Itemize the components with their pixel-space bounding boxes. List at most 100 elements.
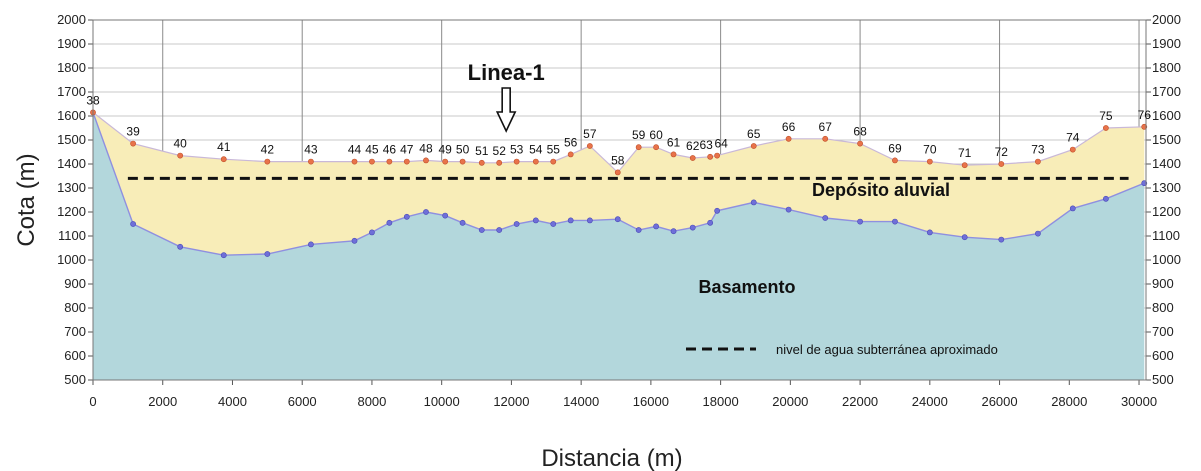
basement-point xyxy=(1069,205,1076,212)
basement-point xyxy=(785,206,792,213)
x-tick-label: 4000 xyxy=(218,394,247,409)
basement-point xyxy=(567,217,574,224)
station-label: 41 xyxy=(217,140,231,154)
surface-point xyxy=(1103,125,1109,131)
surface-point xyxy=(532,158,539,165)
x-tick-label: 18000 xyxy=(703,394,739,409)
basement-point xyxy=(351,237,358,244)
surface-point xyxy=(1069,146,1076,153)
surface-point xyxy=(670,151,677,158)
y-tick-label-left: 1000 xyxy=(57,252,86,267)
x-tick-label: 28000 xyxy=(1051,394,1087,409)
x-tick-label: 0 xyxy=(89,394,96,409)
basement-point xyxy=(1103,195,1109,202)
station-label: 73 xyxy=(1031,143,1045,157)
surface-point xyxy=(926,158,933,165)
station-label: 66 xyxy=(782,120,796,134)
basamento-label: Basamento xyxy=(698,277,795,297)
basement-point xyxy=(130,221,136,227)
x-tick-label: 6000 xyxy=(288,394,317,409)
y-tick-label-left: 1800 xyxy=(57,60,86,75)
y-tick-label-left: 1200 xyxy=(57,204,86,219)
station-label: 71 xyxy=(958,146,972,160)
station-label: 70 xyxy=(923,143,937,157)
x-tick-label: 8000 xyxy=(357,394,386,409)
station-label: 45 xyxy=(365,143,379,157)
plot-border xyxy=(92,19,1147,381)
surface-point xyxy=(351,158,358,165)
surface-point xyxy=(550,158,557,165)
basement-point xyxy=(714,207,721,214)
surface-point xyxy=(750,143,757,149)
y-tick-label-right: 900 xyxy=(1152,276,1174,291)
station-label: 57 xyxy=(583,127,597,141)
y-tick-label-right: 1100 xyxy=(1152,228,1180,243)
basement-point xyxy=(513,221,520,227)
surface-point xyxy=(496,159,503,166)
y-tick-label-right: 800 xyxy=(1152,300,1174,315)
basement-point xyxy=(653,223,660,230)
basement-point xyxy=(1035,230,1041,237)
basement-point xyxy=(707,219,714,226)
basement-point xyxy=(750,199,757,206)
y-tick-label-left: 1300 xyxy=(57,180,86,195)
surface-point xyxy=(689,155,696,161)
station-label: 43 xyxy=(304,143,318,157)
station-label: 56 xyxy=(564,135,578,149)
area-layer xyxy=(93,112,1145,381)
station-label: 60 xyxy=(649,128,663,142)
basement-point xyxy=(614,216,621,223)
surface-point xyxy=(586,143,593,149)
x-tick-label: 16000 xyxy=(633,394,669,409)
basement-point xyxy=(386,219,393,226)
station-label: 63 xyxy=(699,138,713,152)
station-label: 49 xyxy=(438,143,452,157)
basement-point xyxy=(478,227,485,233)
basement-point xyxy=(459,219,466,226)
surface-point xyxy=(635,144,642,151)
station-label: 68 xyxy=(853,125,867,139)
surface-point xyxy=(220,156,227,163)
x-tick-label: 24000 xyxy=(912,394,948,409)
station-label: 54 xyxy=(529,143,543,157)
y-tick-label-left: 1600 xyxy=(57,108,86,123)
basement-point xyxy=(496,227,503,233)
station-label: 39 xyxy=(126,125,140,139)
x-tick-label: 20000 xyxy=(772,394,808,409)
y-tick-label-right: 1800 xyxy=(1152,60,1181,75)
station-label: 52 xyxy=(493,144,507,158)
basement-point xyxy=(442,212,449,219)
y-tick-label-left: 900 xyxy=(64,276,86,291)
station-label: 61 xyxy=(667,135,681,149)
line-1-label: Linea-1 xyxy=(468,60,545,85)
basement-point xyxy=(264,251,271,257)
station-label: 50 xyxy=(456,143,470,157)
x-tick-label: 2000 xyxy=(148,394,177,409)
station-label: 69 xyxy=(888,141,902,155)
station-label: 42 xyxy=(261,143,275,157)
surface-point xyxy=(822,135,829,142)
x-tick-label: 22000 xyxy=(842,394,878,409)
surface-point xyxy=(785,135,792,142)
station-label: 46 xyxy=(383,143,397,157)
y-tick-label-left: 800 xyxy=(64,300,86,315)
basement-point xyxy=(961,234,968,241)
basement-point xyxy=(670,228,677,235)
station-label: 74 xyxy=(1066,131,1080,145)
basement-point xyxy=(369,229,375,236)
y-tick-label-right: 1600 xyxy=(1152,108,1181,123)
station-label: 75 xyxy=(1099,109,1113,123)
deposito-aluvial-area xyxy=(93,112,1145,256)
station-label: 47 xyxy=(400,143,414,157)
station-label: 64 xyxy=(714,137,728,151)
basement-point xyxy=(308,241,314,248)
y-tick-label-left: 1900 xyxy=(57,36,86,51)
basement-point xyxy=(689,224,696,231)
basement-point xyxy=(822,215,829,221)
station-label: 65 xyxy=(747,127,761,141)
y-tick-label-left: 1400 xyxy=(57,156,86,171)
surface-point xyxy=(857,140,863,147)
y-tick-label-left: 1100 xyxy=(58,228,86,243)
surface-point xyxy=(459,158,466,165)
